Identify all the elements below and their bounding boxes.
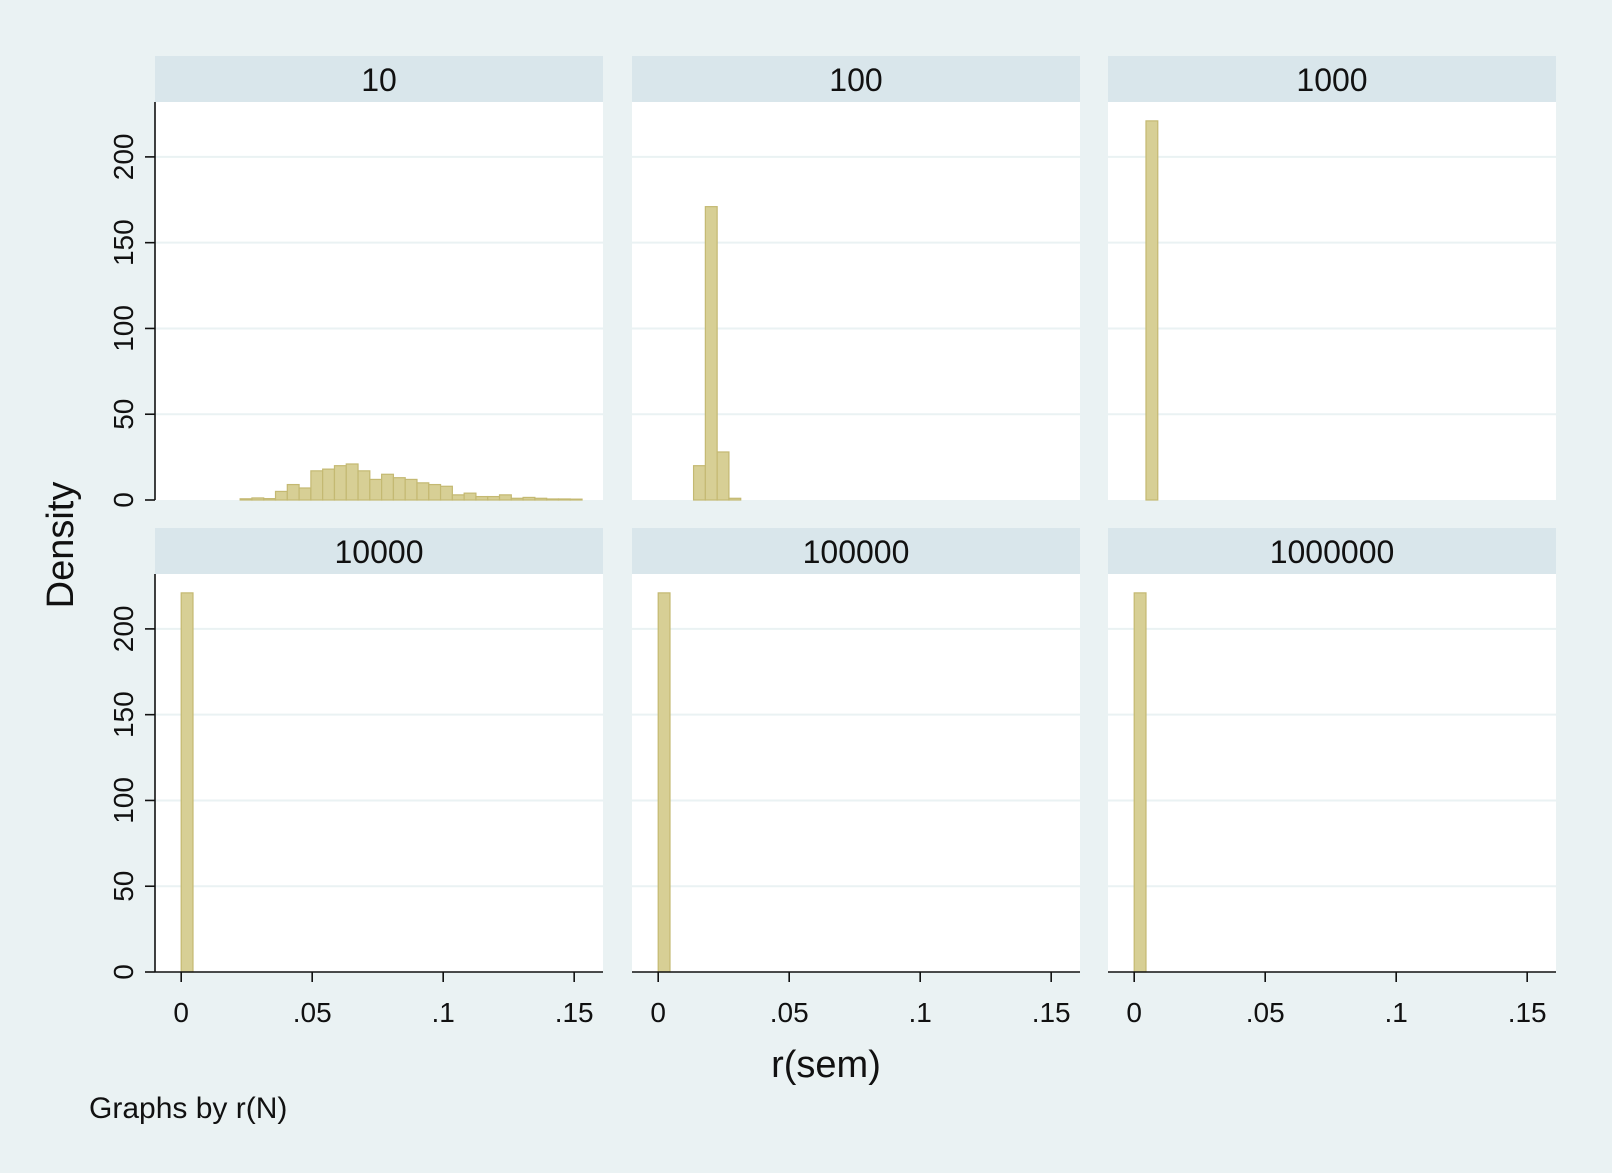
histogram-bar (298, 487, 312, 501)
histogram-bar (239, 498, 253, 501)
panel-10000: 10000 0 50 100 150 200 0 .05 .1 .15 (108, 528, 603, 1028)
x-tick-label: .15 (1508, 997, 1547, 1028)
x-tick-label: .05 (770, 997, 809, 1028)
x-tick-label: .1 (1385, 997, 1408, 1028)
panel-strip (1108, 56, 1556, 102)
panel-strip (155, 56, 603, 102)
histogram-bar (263, 498, 277, 501)
panel-strip-label: 100000 (803, 534, 910, 570)
histogram-bar (274, 490, 288, 501)
panel-strip-label: 10 (361, 62, 397, 98)
y-tick-label: 150 (108, 691, 139, 738)
panel-background (1108, 574, 1556, 972)
panel-background (632, 574, 1080, 972)
graphs-by-note: Graphs by r(N) (89, 1092, 287, 1125)
x-tick-label: .1 (909, 997, 932, 1028)
y-tick-label: 150 (108, 219, 139, 266)
histogram-bar (392, 477, 406, 501)
panel-1000: 1000 (1108, 56, 1556, 501)
histogram-bar (546, 498, 560, 501)
panel-background (155, 574, 603, 972)
histogram-bar (704, 206, 718, 501)
x-tick-label: .15 (1032, 997, 1071, 1028)
panel-background (155, 102, 603, 500)
histogram-bar (381, 473, 395, 501)
y-tick-label: 200 (108, 134, 139, 181)
panel-100000: 100000 0 .05 .1 .15 (632, 528, 1080, 1028)
panel-strip-label: 1000000 (1270, 534, 1395, 570)
panel-100: 100 (632, 56, 1080, 501)
histogram-bar (180, 592, 194, 973)
x-axis-title: r(sem) (771, 1044, 881, 1086)
panel-background (1108, 102, 1556, 500)
panel-background (632, 102, 1080, 500)
panel-strip-label: 10000 (335, 534, 424, 570)
y-tick-label: 100 (108, 305, 139, 352)
histogram-bar (463, 492, 477, 501)
histogram-bar (716, 451, 730, 501)
histogram-bar (522, 496, 536, 501)
x-tick-label: .1 (432, 997, 455, 1028)
histogram-bar (345, 463, 359, 501)
y-tick-label: 50 (108, 399, 139, 430)
panel-1000000: 1000000 0 .05 .1 .15 (1108, 528, 1556, 1028)
y-tick-label: 0 (108, 964, 139, 980)
histogram-bar (475, 495, 489, 501)
y-tick-label: 200 (108, 606, 139, 653)
histogram-bar (439, 485, 453, 501)
histogram-bar (416, 482, 430, 501)
histogram-bar (1145, 120, 1159, 501)
x-tick-label: 0 (650, 997, 666, 1028)
y-tick-label: 100 (108, 777, 139, 824)
histogram-bar (357, 470, 371, 501)
histogram-bar (534, 497, 548, 501)
histogram-bar (498, 494, 512, 501)
histogram-bar (692, 465, 706, 501)
y-tick-label: 50 (108, 871, 139, 902)
panel-strip-label: 100 (829, 62, 882, 98)
histogram-bar (728, 497, 742, 501)
x-tick-label: .05 (293, 997, 332, 1028)
histogram-bar (451, 494, 465, 501)
histogram-bar (557, 498, 571, 501)
x-tick-label: .05 (1246, 997, 1285, 1028)
histogram-bar (322, 468, 336, 501)
x-tick-label: 0 (173, 997, 189, 1028)
histogram-bar (569, 498, 583, 501)
histogram-bar (487, 495, 501, 501)
histogram-bar (657, 592, 671, 973)
panel-strip-label: 1000 (1296, 62, 1367, 98)
histogram-bar (428, 483, 442, 501)
histogram-bar (404, 478, 418, 501)
histogram-bar (310, 470, 324, 501)
panel-strip (632, 528, 1080, 574)
panel-strip (155, 528, 603, 574)
histogram-bar (251, 497, 265, 501)
y-tick-label: 0 (108, 492, 139, 508)
y-axis-title: Density (40, 482, 82, 609)
x-tick-label: 0 (1126, 997, 1142, 1028)
histogram-bar (510, 497, 524, 501)
histogram-bar (369, 478, 383, 501)
panel-strip (632, 56, 1080, 102)
x-tick-label: .15 (555, 997, 594, 1028)
panel-strip (1108, 528, 1556, 574)
histogram-bar (333, 465, 347, 501)
histogram-bar (1133, 592, 1147, 973)
histogram-bar (286, 483, 300, 501)
